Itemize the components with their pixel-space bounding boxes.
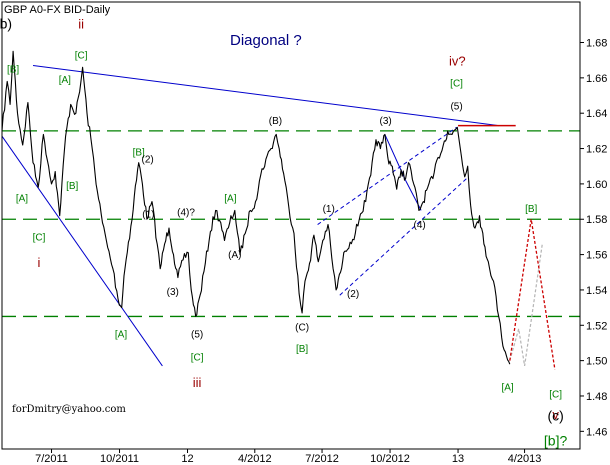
forecast-paths	[509, 219, 556, 370]
wave-label: (5)	[191, 330, 203, 341]
y-tick-label: 1.68	[586, 38, 607, 50]
diagonal-upper-trend-line	[32, 64, 499, 127]
chart-title: GBP A0-FX BID-Daily	[4, 4, 111, 16]
y-tick-label: 1.58	[586, 214, 607, 226]
wave-label: ii	[78, 16, 84, 31]
wave-label: [A]	[115, 330, 127, 341]
x-axis: 7/2011 10/2011 12 4/2012 7/2012 10/2012 13 4/20…	[35, 449, 541, 465]
wave-label: iii	[193, 375, 202, 390]
y-tick-label: 1.48	[586, 391, 607, 403]
x-tick-label: 7/2011	[35, 453, 68, 465]
wave-label: (4)	[413, 220, 425, 231]
wave-label: [A]	[16, 194, 28, 205]
y-tick-label: 1.54	[586, 285, 607, 297]
wave-label: (B)	[269, 116, 282, 127]
wave-label: (A)	[228, 250, 241, 261]
y-tick-label: 1.60	[586, 179, 607, 191]
x-tick-label: 12	[181, 453, 193, 465]
wave-label: [C]	[33, 232, 46, 243]
y-axis: 1.46 1.48 1.50 1.52 1.54 1.56 1.58 1.60 1.62 1.64…	[580, 38, 607, 438]
y-tick-label: 1.50	[586, 356, 607, 368]
wave-label: [C]	[75, 50, 88, 61]
wave-label: iv?	[449, 53, 466, 68]
wave-label: [B]	[296, 344, 308, 355]
wave-label: [B]	[133, 148, 145, 159]
x-tick-label: 10/2011	[100, 453, 139, 465]
trend-lines	[1, 64, 516, 367]
x-tick-label: 10/2012	[370, 453, 410, 465]
y-tick-label: 1.66	[586, 73, 607, 85]
wave-label: [B]	[525, 204, 537, 215]
price-line	[1, 50, 511, 365]
wave-label: [C]	[191, 353, 204, 364]
wave-label: (1)	[323, 204, 335, 215]
wave-label: [A]	[501, 383, 513, 394]
wave-label: v	[552, 407, 559, 422]
lower-boundary-line	[1, 135, 163, 367]
wave-label: (2)	[347, 289, 359, 300]
x-tick-label: 7/2012	[305, 453, 339, 465]
plot-frame	[1, 1, 581, 450]
plot-border	[1, 1, 581, 450]
support-resistance-lines	[2, 130, 580, 318]
x-tick-label: 13	[452, 453, 464, 465]
wave-label: [B]	[66, 181, 78, 192]
wave-label: [C]	[450, 79, 463, 90]
y-tick-label: 1.52	[586, 320, 607, 332]
wave-label: (2)	[141, 155, 153, 166]
price-series	[1, 50, 511, 365]
wave-label: [C]	[549, 390, 562, 401]
y-tick-label: 1.56	[586, 250, 607, 262]
wave-label: (1)	[142, 209, 154, 220]
wave-labels: (b)ii[C][B][A][B][A][C]i[B](2)(1)(4)?(3)…	[0, 15, 567, 448]
wave-label: (4)?	[177, 208, 195, 219]
channel-upper-line	[317, 126, 457, 225]
chart-watermark: forDmitry@yahoo.com	[12, 404, 126, 415]
channel-lower-line	[339, 176, 469, 296]
wave-label: (c)	[547, 408, 563, 424]
x-tick-label: 4/2012	[238, 453, 272, 465]
wave-label: i	[38, 255, 41, 270]
wave-label: [A]	[224, 194, 236, 205]
wave-label: (b)	[0, 15, 12, 31]
wave-label: (C)	[295, 323, 309, 334]
y-tick-label: 1.46	[586, 426, 607, 438]
forecast-alternate-path	[509, 243, 543, 366]
wave-label: (5)	[450, 102, 462, 113]
y-tick-label: 1.64	[586, 108, 607, 120]
y-tick-label: 1.62	[586, 144, 607, 156]
chart-annotation-title: Diagonal ?	[230, 32, 302, 49]
forecast-primary-path	[509, 219, 556, 370]
x-tick-label: 4/2013	[508, 453, 542, 465]
wave-label: (3)	[379, 116, 391, 127]
wave-label: [b]?	[544, 432, 568, 448]
wave-label: [A]	[59, 75, 71, 86]
wave-label: [B]	[7, 65, 19, 76]
wave-label: (3)	[167, 287, 179, 298]
